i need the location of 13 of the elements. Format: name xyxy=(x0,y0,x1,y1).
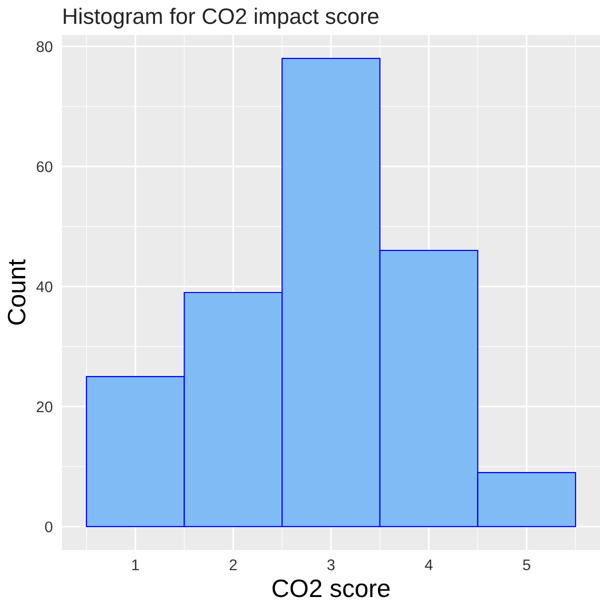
y-tick-label: 20 xyxy=(36,401,52,412)
x-tick-label: 1 xyxy=(132,560,139,570)
x-tick-label: 5 xyxy=(523,560,530,570)
x-axis-title: CO2 score xyxy=(272,579,390,598)
y-tick-label: 60 xyxy=(36,161,52,172)
chart-title: Histogram for CO2 impact score xyxy=(64,8,378,28)
x-tick-label: 4 xyxy=(424,560,433,570)
y-axis-title: Count xyxy=(8,259,26,325)
x-tick-label: 3 xyxy=(327,559,335,570)
y-tick-label: 0 xyxy=(45,521,52,532)
y-tick-label: 80 xyxy=(36,41,52,52)
x-tick-label: 2 xyxy=(230,559,237,570)
y-tick-label: 40 xyxy=(36,281,52,292)
